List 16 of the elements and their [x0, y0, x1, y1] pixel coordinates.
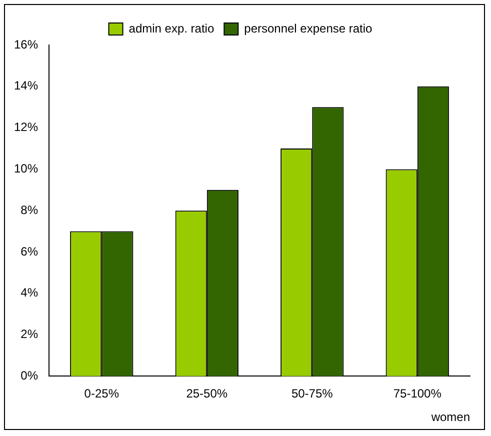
- y-tick-label: 14%: [14, 78, 38, 93]
- x-tick-label: 25-50%: [186, 386, 228, 401]
- y-tick-label: 6%: [20, 244, 38, 258]
- legend-label: admin exp. ratio: [128, 21, 214, 36]
- y-tick-label: 2%: [20, 327, 38, 342]
- y-tick-label: 8%: [20, 202, 38, 217]
- y-tick-label: 10%: [14, 162, 38, 176]
- x-tick-label: 75-100%: [393, 386, 442, 401]
- x-tick-label: 0-25%: [84, 386, 120, 401]
- y-tick-label: 12%: [14, 120, 38, 134]
- x-axis-title: women: [430, 410, 470, 424]
- y-tick-label: 16%: [14, 37, 38, 52]
- x-tick-label: 50-75%: [291, 386, 334, 401]
- legend-label: personnel expense ratio: [244, 21, 373, 36]
- y-tick-label: 0%: [20, 368, 38, 383]
- y-tick-label: 4%: [20, 286, 38, 300]
